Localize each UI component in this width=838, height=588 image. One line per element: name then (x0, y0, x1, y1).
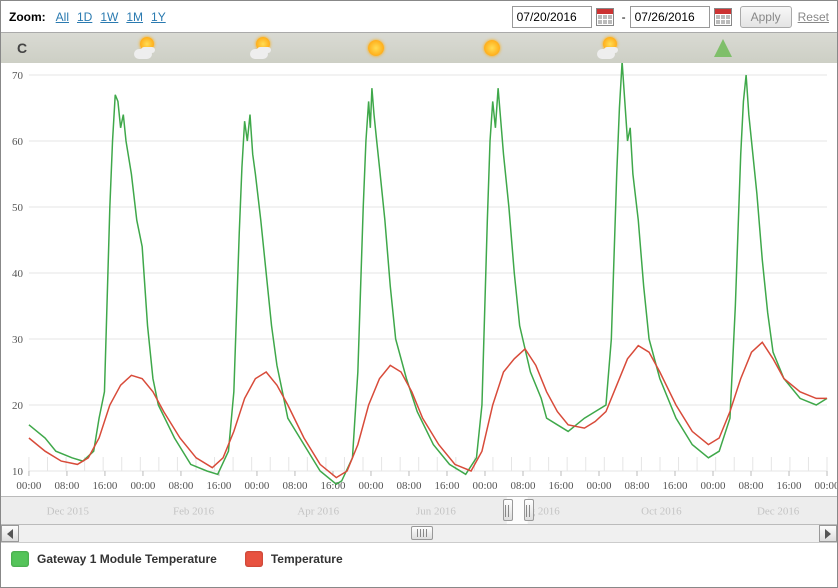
apply-button[interactable]: Apply (740, 6, 792, 28)
svg-text:00:00: 00:00 (16, 480, 41, 492)
svg-text:16:00: 16:00 (663, 480, 688, 492)
calendar-icon[interactable] (596, 8, 614, 26)
line-chart[interactable]: 10 20 30 40 50 60 70 00:00 08:00 16:00 00:00 08:00 1… (1, 63, 837, 496)
legend-item[interactable]: Temperature (245, 551, 343, 567)
svg-text:20: 20 (12, 400, 23, 412)
zoom-label: Zoom: (9, 10, 46, 24)
horizontal-scrollbar[interactable] (1, 524, 837, 542)
svg-text:08:00: 08:00 (511, 480, 536, 492)
scroll-thumb[interactable] (411, 526, 433, 540)
svg-text:16:00: 16:00 (92, 480, 117, 492)
zoom-link-1m[interactable]: 1M (126, 10, 143, 24)
sunny-icon (481, 37, 503, 59)
svg-text:70: 70 (12, 70, 23, 82)
chart-legend: Gateway 1 Module Temperature Temperature (1, 542, 837, 574)
zoom-link-1w[interactable]: 1W (100, 10, 118, 24)
svg-text:00:00: 00:00 (358, 480, 383, 492)
svg-text:00:00: 00:00 (815, 480, 837, 492)
calendar-icon[interactable] (714, 8, 732, 26)
svg-text:16:00: 16:00 (549, 480, 574, 492)
zoom-toolbar: Zoom: All 1D 1W 1M 1Y - Apply Reset (1, 1, 837, 33)
chart-panel: Zoom: All 1D 1W 1M 1Y - Apply Reset C 10 20 30… (0, 0, 838, 588)
svg-text:60: 60 (12, 136, 23, 148)
svg-text:10: 10 (12, 466, 23, 478)
svg-text:00:00: 00:00 (130, 480, 155, 492)
svg-text:00:00: 00:00 (701, 480, 726, 492)
svg-text:50: 50 (12, 202, 23, 214)
legend-swatch (11, 551, 29, 567)
svg-text:08:00: 08:00 (396, 480, 421, 492)
legend-swatch (245, 551, 263, 567)
scroll-left-button[interactable] (1, 525, 19, 542)
weather-bar: C (1, 33, 837, 63)
zoom-link-1y[interactable]: 1Y (151, 10, 166, 24)
partly-cloudy-icon (250, 37, 272, 59)
unit-label: C (17, 40, 27, 56)
sunny-icon (365, 37, 387, 59)
svg-text:08:00: 08:00 (739, 480, 764, 492)
svg-text:00:00: 00:00 (244, 480, 269, 492)
svg-text:00:00: 00:00 (587, 480, 612, 492)
svg-text:08:00: 08:00 (282, 480, 307, 492)
date-from-input[interactable] (512, 6, 592, 28)
svg-text:30: 30 (12, 334, 23, 346)
reset-link[interactable]: Reset (798, 10, 829, 24)
svg-text:00:00: 00:00 (472, 480, 497, 492)
legend-item[interactable]: Gateway 1 Module Temperature (11, 551, 217, 567)
svg-text:08:00: 08:00 (54, 480, 79, 492)
partly-cloudy-icon (134, 37, 156, 59)
legend-label: Gateway 1 Module Temperature (37, 552, 217, 566)
legend-label: Temperature (271, 552, 343, 566)
partly-cloudy-icon (597, 37, 619, 59)
scroll-right-button[interactable] (819, 525, 837, 542)
zoom-link-1d[interactable]: 1D (77, 10, 92, 24)
range-handle-right[interactable] (524, 499, 534, 521)
zoom-link-all[interactable]: All (56, 10, 69, 24)
svg-text:16:00: 16:00 (206, 480, 231, 492)
svg-text:40: 40 (12, 268, 23, 280)
overview-timeline[interactable]: Dec 2015Feb 2016Apr 2016Jun 2016g 2016Oc… (1, 496, 837, 524)
svg-text:08:00: 08:00 (168, 480, 193, 492)
range-dash: - (622, 10, 626, 24)
svg-text:16:00: 16:00 (434, 480, 459, 492)
scroll-track[interactable] (19, 525, 819, 542)
range-handle-left[interactable] (503, 499, 513, 521)
tree-icon (712, 37, 734, 59)
svg-text:16:00: 16:00 (777, 480, 802, 492)
date-to-input[interactable] (630, 6, 710, 28)
svg-text:08:00: 08:00 (625, 480, 650, 492)
